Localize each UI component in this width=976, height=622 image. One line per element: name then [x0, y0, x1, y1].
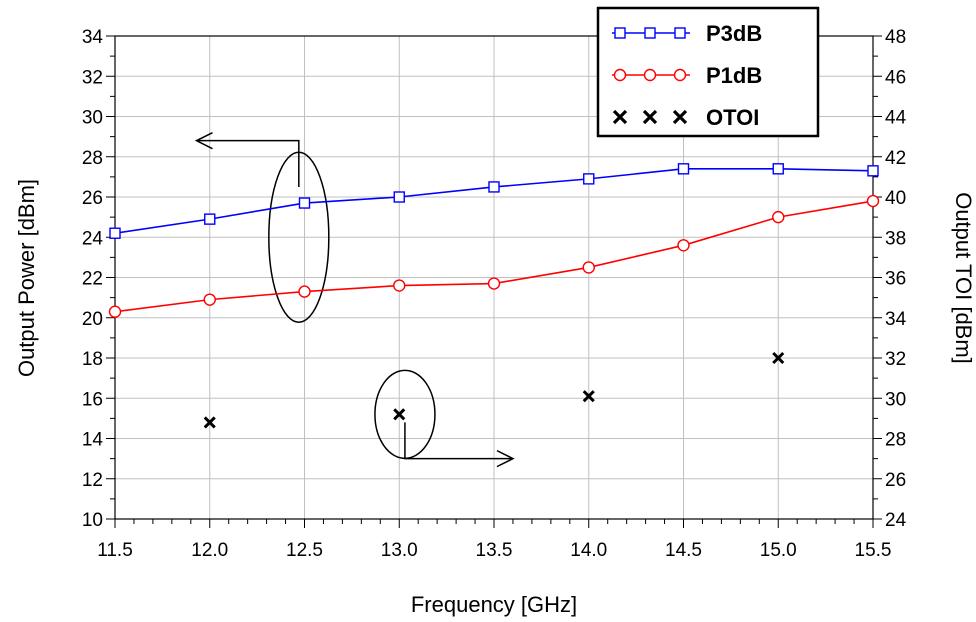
left-axis-arrow	[196, 139, 300, 187]
right-axis-arrow	[404, 422, 513, 460]
y-tick-label: 20	[82, 309, 103, 330]
data-point-otoi	[772, 351, 785, 365]
data-point-p3db	[204, 213, 216, 225]
data-point-p3db	[488, 181, 500, 193]
y-tick-label: 14	[82, 430, 104, 451]
legend-marker-p3db	[614, 27, 626, 39]
x-tick-label: 11.5	[97, 540, 133, 561]
y-axis-title: Output Power [dBm]	[14, 179, 39, 377]
y-tick-label: 24	[82, 228, 104, 249]
data-point-p3db	[867, 165, 879, 177]
legend-marker-p3db	[644, 27, 656, 39]
y2-axis-title: Output TOI [dBm]	[951, 192, 976, 364]
data-point-p1db	[866, 194, 880, 208]
data-point-p3db	[772, 163, 784, 175]
y-tick-label: 22	[82, 269, 103, 290]
legend-marker-p1db	[613, 68, 627, 82]
annotations	[194, 131, 515, 468]
y2-tick-label: 46	[885, 67, 906, 88]
legend: P3dB P1dB OTOI	[596, 6, 820, 138]
data-point-p1db	[393, 279, 406, 292]
data-point-otoi	[582, 390, 595, 403]
x-tick-label: 12.0	[191, 540, 228, 561]
data-point-p3db	[393, 191, 405, 203]
y2-tick-label: 32	[885, 349, 906, 370]
series-layer	[108, 163, 880, 429]
data-point-p1db	[108, 305, 122, 318]
data-point-p3db	[109, 227, 121, 239]
x-axis-title: Frequency [GHz]	[411, 592, 577, 617]
legend-label-otoi: OTOI	[706, 105, 759, 130]
y2-tick-label: 38	[885, 228, 906, 249]
legend-marker-otoi	[612, 109, 628, 125]
y2-tick-label: 26	[885, 470, 906, 491]
x-tick-label: 12.5	[286, 540, 323, 561]
x-tick-label: 13.5	[476, 540, 513, 561]
data-point-otoi	[203, 416, 216, 429]
x-tick-label: 14.0	[570, 540, 607, 561]
right-arrow-head	[496, 449, 515, 468]
y2-tick-labels: 24 26 28 30 32 34 36 38 40 42 44 46 48	[885, 27, 907, 531]
y2-tick-label: 44	[885, 108, 907, 129]
data-point-p1db	[582, 261, 595, 274]
y-tick-label: 32	[82, 67, 103, 88]
data-point-p3db	[677, 163, 690, 175]
legend-marker-otoi	[642, 109, 658, 125]
y2-tick-label: 24	[885, 510, 907, 531]
y-tick-labels: 10 12 14 16 18 20 22 24 26 28 30 32 34	[82, 27, 104, 531]
series-p3db	[109, 163, 879, 239]
y-tick-label: 18	[82, 349, 103, 370]
x-tick-label: 14.5	[665, 540, 702, 561]
y-tick-label: 10	[82, 510, 103, 531]
y-tick-label: 26	[82, 188, 103, 209]
series-otoi	[203, 351, 785, 429]
left-arrow-head	[194, 131, 213, 150]
data-point-otoi	[393, 408, 406, 421]
y-tick-label: 16	[82, 389, 103, 410]
y2-tick-label: 34	[885, 309, 907, 330]
x-tick-label: 13.0	[381, 540, 418, 561]
x-tick-label: 15.0	[760, 540, 797, 561]
y2-tick-label: 36	[885, 269, 906, 290]
legend-label-p1db: P1dB	[706, 63, 762, 88]
x-tick-labels: 11.5 12.0 12.5 13.0 13.5 14.0 14.5 15.0 15.5	[97, 540, 891, 561]
data-point-p1db	[298, 285, 311, 298]
legend-marker-p1db	[643, 68, 657, 82]
data-point-p1db	[677, 239, 690, 252]
legend-marker-p1db	[673, 68, 687, 82]
y-tick-label: 12	[82, 470, 103, 491]
data-point-p1db	[487, 277, 501, 290]
data-point-p1db	[203, 293, 216, 306]
y2-tick-label: 42	[885, 148, 906, 169]
y2-tick-label: 48	[885, 27, 906, 48]
legend-marker-otoi	[672, 109, 688, 125]
y-tick-label: 28	[82, 148, 103, 169]
tick-marks	[106, 35, 882, 528]
legend-label-p3db: P3dB	[706, 21, 762, 46]
y2-tick-label: 28	[885, 430, 906, 451]
x-tick-label: 15.5	[855, 540, 892, 561]
y-tick-label: 30	[82, 108, 103, 129]
y-tick-label: 34	[82, 27, 104, 48]
legend-box	[596, 6, 820, 138]
data-point-p1db	[772, 210, 785, 224]
y2-tick-label: 30	[885, 389, 906, 410]
legend-marker-p3db	[674, 27, 686, 39]
y2-tick-label: 40	[885, 188, 906, 209]
data-point-p3db	[583, 173, 595, 185]
series-p1db	[108, 194, 880, 318]
data-point-p3db	[298, 197, 311, 209]
